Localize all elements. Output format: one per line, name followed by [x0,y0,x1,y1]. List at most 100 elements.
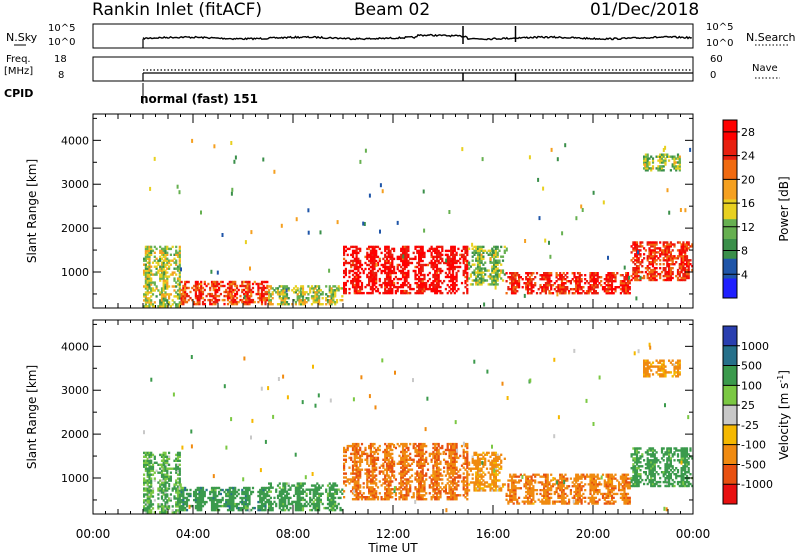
power-cell [439,269,442,273]
velocity-cell [385,454,389,458]
velocity-cell [414,446,417,450]
velocity-cell [405,464,408,467]
velocity-cell [151,469,155,472]
power-cell [350,269,353,273]
power-cell [437,253,440,257]
power-cell [243,280,246,284]
velocity-cell [146,503,149,506]
power-cell [280,223,283,228]
velocity-cell [189,492,192,496]
power-cell [366,257,369,261]
velocity-cell [285,490,289,493]
velocity-cell [162,485,165,488]
velocity-cell [244,494,247,498]
velocity-cell [371,454,374,458]
velocity-cell [151,465,155,468]
power-cell [148,257,151,260]
power-cell [514,290,517,293]
power-cell [373,257,376,261]
velocity-cell [389,454,392,458]
power-cell [309,291,312,294]
power-cell [684,243,687,246]
power-cell [632,276,635,280]
velocity-cell [393,464,396,467]
power-cell [155,285,158,288]
velocity-cell [164,501,167,504]
power-cell [471,255,474,258]
velocity-cell [337,488,340,491]
velocity-cell [176,497,180,500]
power-cell [378,247,381,251]
power-cell [166,277,169,280]
power-cell [664,163,667,166]
power-cell [144,283,147,286]
power-cell [379,229,381,234]
velocity-cell [316,508,319,512]
velocity-cell [241,498,244,502]
power-cell [475,257,478,260]
velocity-cell [260,498,264,502]
power-cell [659,274,662,278]
power-cell [400,277,403,281]
power-cell [614,280,617,283]
velocity-cell [316,482,319,485]
power-cell [687,247,690,250]
power-cell [580,204,583,209]
velocity-cell [416,474,419,477]
power-cell [353,287,356,291]
velocity-cell [330,508,333,512]
power-cell [646,274,649,278]
power-cell [439,257,442,261]
velocity-cell [162,509,165,512]
power-cell [653,272,656,276]
power-region [343,245,469,295]
power-cell [319,293,322,296]
power-cell [450,275,453,279]
power-cell [144,257,147,260]
power-cell [643,274,646,278]
power-cell [644,163,647,168]
velocity-cell [300,492,303,495]
power-cell [389,283,392,287]
power-cell [448,257,451,261]
power-cell [471,263,474,266]
power-cell [194,302,197,306]
velocity-cell [409,484,412,487]
power-cell [216,298,219,302]
power-cell [435,267,439,271]
power-cell [264,290,267,294]
power-cell [234,288,237,292]
power-cell [382,263,385,267]
power-cell [589,276,592,279]
power-colorbar-tick-label: 4 [741,268,748,281]
power-cell [184,300,187,304]
power-cell [178,261,181,264]
power-cell [646,241,649,244]
power-cell [178,253,181,256]
power-cell [560,286,564,289]
power-cell [680,251,683,254]
power-cell [231,187,234,192]
velocity-cell [176,509,180,512]
velocity-cell [359,486,362,489]
power-cell [478,265,481,268]
power-cell [578,274,581,277]
velocity-cell [216,504,219,508]
power-cell [348,275,351,279]
power-cell [430,245,433,249]
velocity-cell [328,492,331,495]
velocity-cell [364,496,367,499]
velocity-cell [212,496,215,500]
power-cell [368,291,371,295]
power-cell [148,261,151,264]
velocity-cell [182,504,185,508]
power-cell [671,155,674,158]
power-cell [605,274,608,277]
power-cell [234,300,237,304]
velocity-cell [264,506,267,510]
power-cell [614,288,617,291]
power-cell [476,247,480,250]
power-cell [198,290,201,294]
power-cell [635,267,639,270]
velocity-cell [198,492,201,496]
